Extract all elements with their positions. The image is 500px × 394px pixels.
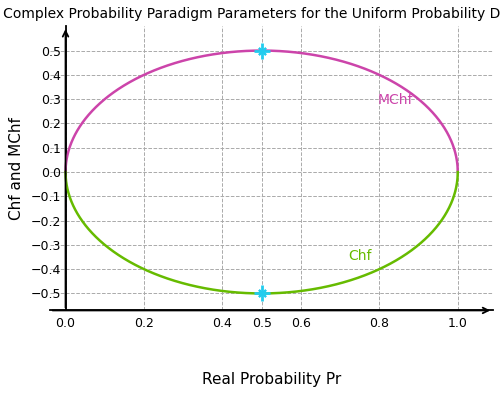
Text: Chf: Chf — [348, 249, 372, 263]
Y-axis label: Chf and MChf: Chf and MChf — [9, 117, 24, 220]
Text: MChf: MChf — [378, 93, 413, 107]
X-axis label: Real Probability Pr: Real Probability Pr — [202, 372, 341, 387]
Title: The Complex Probability Paradigm Parameters for the Uniform Probability Distribu: The Complex Probability Paradigm Paramet… — [0, 7, 500, 21]
